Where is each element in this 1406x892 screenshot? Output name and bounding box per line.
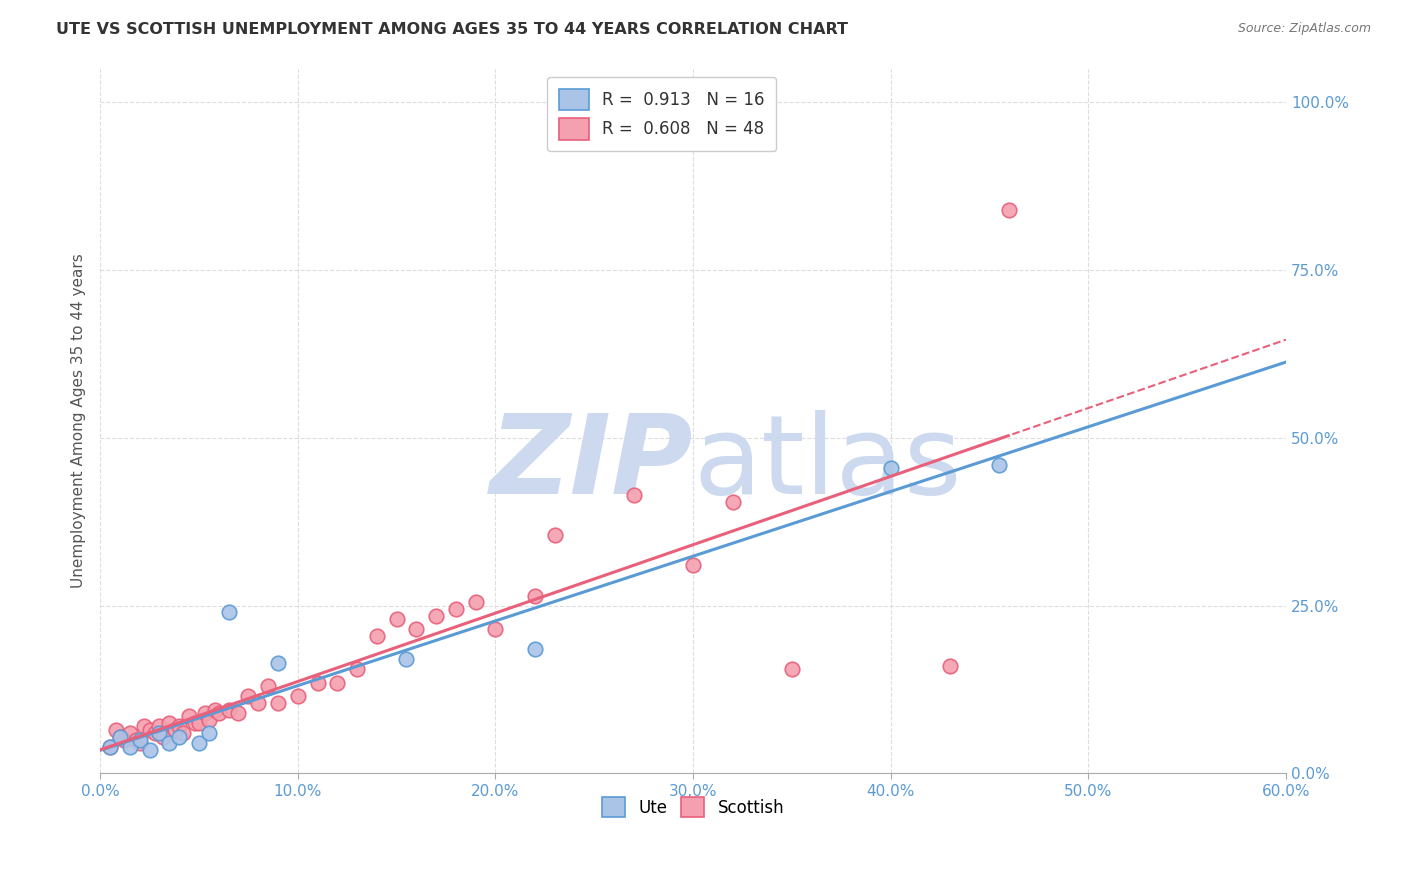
Point <box>228 706 250 720</box>
Point <box>395 652 418 666</box>
Point <box>172 726 194 740</box>
Point <box>405 622 427 636</box>
Point <box>138 743 160 757</box>
Point <box>152 730 174 744</box>
Point <box>204 703 226 717</box>
Point <box>444 602 467 616</box>
Point <box>198 726 221 740</box>
Point <box>682 558 704 573</box>
Text: Source: ZipAtlas.com: Source: ZipAtlas.com <box>1237 22 1371 36</box>
Point <box>145 726 167 740</box>
Point <box>464 595 486 609</box>
Point <box>287 690 309 704</box>
Point <box>198 713 221 727</box>
Point <box>939 659 962 673</box>
Point <box>157 716 180 731</box>
Point <box>108 730 131 744</box>
Point <box>218 703 240 717</box>
Y-axis label: Unemployment Among Ages 35 to 44 years: Unemployment Among Ages 35 to 44 years <box>72 253 86 589</box>
Point <box>208 706 231 720</box>
Point <box>108 730 131 744</box>
Point <box>267 656 290 670</box>
Point <box>177 709 200 723</box>
Point <box>247 696 270 710</box>
Point <box>366 629 388 643</box>
Point <box>238 690 260 704</box>
Point <box>112 732 135 747</box>
Point <box>257 679 280 693</box>
Point <box>165 723 187 737</box>
Point <box>167 730 190 744</box>
Point <box>326 675 349 690</box>
Point <box>132 719 155 733</box>
Text: atlas: atlas <box>693 409 962 516</box>
Point <box>125 732 148 747</box>
Point <box>98 739 121 754</box>
Point <box>128 736 150 750</box>
Point <box>721 494 744 508</box>
Point <box>128 732 150 747</box>
Point <box>118 726 141 740</box>
Point <box>484 622 506 636</box>
Point <box>879 461 901 475</box>
Point <box>218 605 240 619</box>
Point <box>184 716 207 731</box>
Point <box>425 608 447 623</box>
Text: ZIP: ZIP <box>489 409 693 516</box>
Point <box>157 736 180 750</box>
Text: UTE VS SCOTTISH UNEMPLOYMENT AMONG AGES 35 TO 44 YEARS CORRELATION CHART: UTE VS SCOTTISH UNEMPLOYMENT AMONG AGES … <box>56 22 848 37</box>
Point <box>307 675 329 690</box>
Point <box>780 662 803 676</box>
Point <box>98 739 121 754</box>
Point <box>194 706 217 720</box>
Point <box>187 716 209 731</box>
Point <box>148 719 170 733</box>
Point <box>623 488 645 502</box>
Point <box>346 662 368 676</box>
Point <box>187 736 209 750</box>
Point <box>523 642 546 657</box>
Point <box>544 528 567 542</box>
Point <box>148 726 170 740</box>
Point <box>138 723 160 737</box>
Point <box>988 458 1011 472</box>
Point <box>118 739 141 754</box>
Legend: Ute, Scottish: Ute, Scottish <box>593 789 793 825</box>
Point <box>385 612 408 626</box>
Point <box>523 589 546 603</box>
Point <box>267 696 290 710</box>
Point <box>998 202 1021 217</box>
Point <box>104 723 127 737</box>
Point <box>167 719 190 733</box>
